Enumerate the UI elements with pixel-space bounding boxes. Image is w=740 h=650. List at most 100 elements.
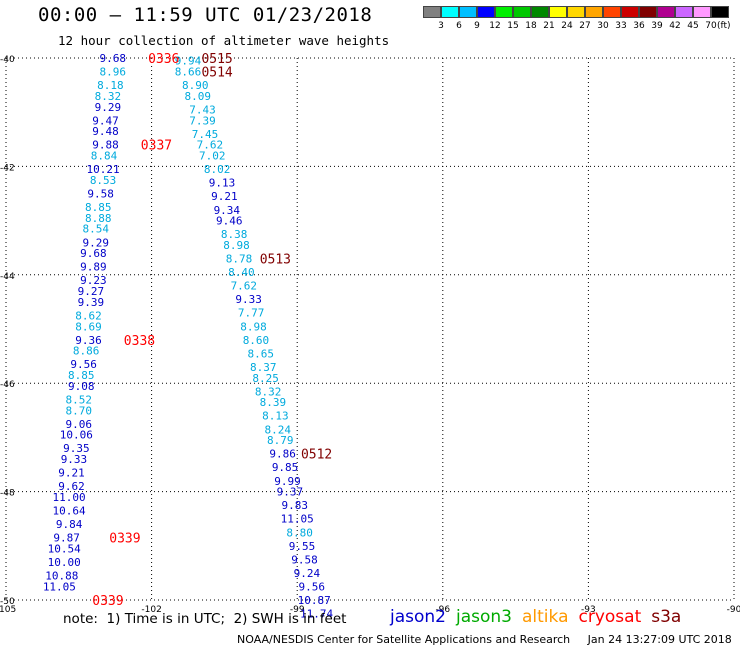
wave-height-value: 8.96 (100, 66, 127, 79)
lat-tick-label: -48 (0, 489, 15, 499)
wave-height-value: 8.32 (255, 385, 282, 398)
wave-height-value: 9.47 (92, 114, 119, 127)
color-swatch (477, 6, 495, 18)
lon-tick-label: -93 (581, 605, 596, 615)
wave-height-value: 8.78 (226, 253, 253, 266)
wave-height-value: 7.62 (231, 280, 258, 293)
color-scale-label: 45 (687, 21, 699, 31)
wave-height-value: 8.60 (243, 334, 270, 347)
wave-height-value: 10.88 (45, 570, 78, 583)
wave-height-value: 10.00 (48, 556, 81, 569)
wave-height-value: 9.06 (66, 418, 93, 431)
wave-height-value: 8.85 (68, 369, 95, 382)
wave-height-value: 8.24 (265, 423, 292, 436)
wave-height-value: 8.39 (260, 396, 287, 409)
color-scale-label: 9 (474, 21, 480, 31)
wave-height-value: 8.80 (286, 526, 313, 539)
wave-height-value: 9.85 (272, 461, 299, 474)
credit-line: NOAA/NESDIS Center for Satellite Applica… (237, 633, 732, 646)
wave-height-value: 10.06 (60, 429, 93, 442)
color-scale-label: 15 (507, 21, 519, 31)
wave-height-value: 8.65 (248, 347, 275, 360)
wave-height-value: 8.40 (228, 266, 255, 279)
wave-height-value: 7.43 (189, 103, 216, 116)
wave-height-value: 9.68 (100, 52, 127, 65)
wave-height-value: 9.24 (294, 567, 321, 580)
pass-time-label: 0339 (92, 594, 123, 609)
pass-time-label: 0339 (109, 532, 140, 547)
pass-time-label: 0512 (301, 448, 332, 463)
wave-height-value: 9.58 (87, 188, 114, 201)
graticule (5, 57, 735, 601)
color-scale-unit: (ft) (717, 21, 731, 31)
color-swatch (693, 6, 711, 18)
wave-height-value: 10.87 (298, 594, 331, 607)
color-swatch (441, 6, 459, 18)
wave-height-value: 11.00 (53, 491, 86, 504)
wave-height-points: 9.688.968.188.329.299.479.489.888.8410.2… (43, 52, 334, 621)
wave-height-value: 9.27 (78, 285, 105, 298)
color-scale-label: 18 (525, 21, 537, 31)
wave-height-value: 8.18 (97, 79, 124, 92)
wave-height-value: 9.39 (78, 296, 105, 309)
color-scale-label: 24 (561, 21, 573, 31)
wave-height-value: 8.52 (66, 393, 93, 406)
wave-height-value: 9.37 (277, 486, 304, 499)
wave-height-value: 9.56 (70, 358, 97, 371)
lat-tick-label: -46 (0, 380, 15, 390)
wave-height-value: 8.84 (91, 150, 118, 163)
color-swatch (639, 6, 657, 18)
wave-height-value: 9.88 (92, 139, 119, 152)
wave-height-value: 8.98 (240, 320, 267, 333)
wave-height-value: 8.98 (223, 239, 250, 252)
color-scale-label: 12 (489, 21, 501, 31)
color-scale-label: 27 (579, 21, 591, 31)
color-scale-label: 70 (705, 21, 717, 31)
color-swatch (603, 6, 621, 18)
wave-height-value: 8.62 (75, 309, 102, 322)
wave-height-value: 9.89 (80, 261, 107, 274)
color-scale-label: 39 (651, 21, 663, 31)
pass-time-label: 0337 (141, 139, 172, 154)
wave-height-value: 9.83 (282, 499, 309, 512)
wave-height-value: 9.84 (56, 518, 83, 531)
wave-height-value: 8.69 (75, 320, 102, 333)
wave-height-value: 11.05 (281, 513, 314, 526)
wave-height-value: 7.39 (189, 114, 216, 127)
wave-height-value: 7.62 (197, 139, 224, 152)
wave-height-value: 8.79 (267, 434, 294, 447)
wave-height-value: 8.13 (262, 410, 289, 423)
page-title: 00:00 – 11:59 UTC 01/23/2018 (38, 4, 373, 26)
wave-height-value: 8.53 (90, 174, 117, 187)
color-swatch (621, 6, 639, 18)
color-scale-label: 42 (669, 21, 681, 31)
wave-height-value: 9.33 (235, 293, 262, 306)
color-swatch (531, 6, 549, 18)
wave-height-value: 8.37 (250, 361, 277, 374)
pass-time-label: 0336 (148, 52, 179, 67)
lon-tick-label: -90 (727, 605, 740, 615)
lon-tick-label: -99 (290, 605, 305, 615)
wave-height-value: 9.46 (216, 215, 243, 228)
wave-height-value: 7.02 (199, 150, 226, 163)
wave-height-value: 9.87 (53, 532, 80, 545)
color-swatch (549, 6, 567, 18)
wave-height-value: 8.85 (85, 201, 112, 214)
wave-height-value: 8.02 (204, 163, 231, 176)
color-swatch (567, 6, 585, 18)
color-swatch (423, 6, 441, 18)
wave-height-value: 8.32 (95, 90, 122, 103)
wave-height-value: 8.09 (184, 90, 211, 103)
pass-time-label: 0513 (260, 253, 291, 268)
wave-height-value: 9.35 (63, 442, 90, 455)
color-scale-label: 3 (438, 21, 444, 31)
wave-height-value: 9.29 (83, 236, 110, 249)
mission-legend: jason2 jason3 altika cryosat s3a (390, 607, 691, 627)
wave-height-value: 9.86 (269, 448, 296, 461)
wave-height-value: 9.48 (92, 125, 119, 138)
color-swatch (513, 6, 531, 18)
mission-legend-item: jason3 (456, 607, 512, 627)
wave-height-value: 8.25 (252, 372, 279, 385)
color-scale-label: 33 (615, 21, 627, 31)
